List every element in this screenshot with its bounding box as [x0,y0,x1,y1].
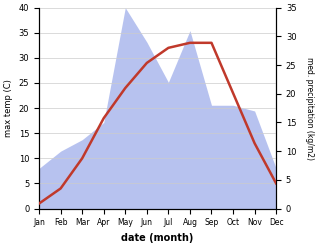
Y-axis label: max temp (C): max temp (C) [4,79,13,137]
X-axis label: date (month): date (month) [121,233,194,243]
Y-axis label: med. precipitation (kg/m2): med. precipitation (kg/m2) [305,57,314,160]
